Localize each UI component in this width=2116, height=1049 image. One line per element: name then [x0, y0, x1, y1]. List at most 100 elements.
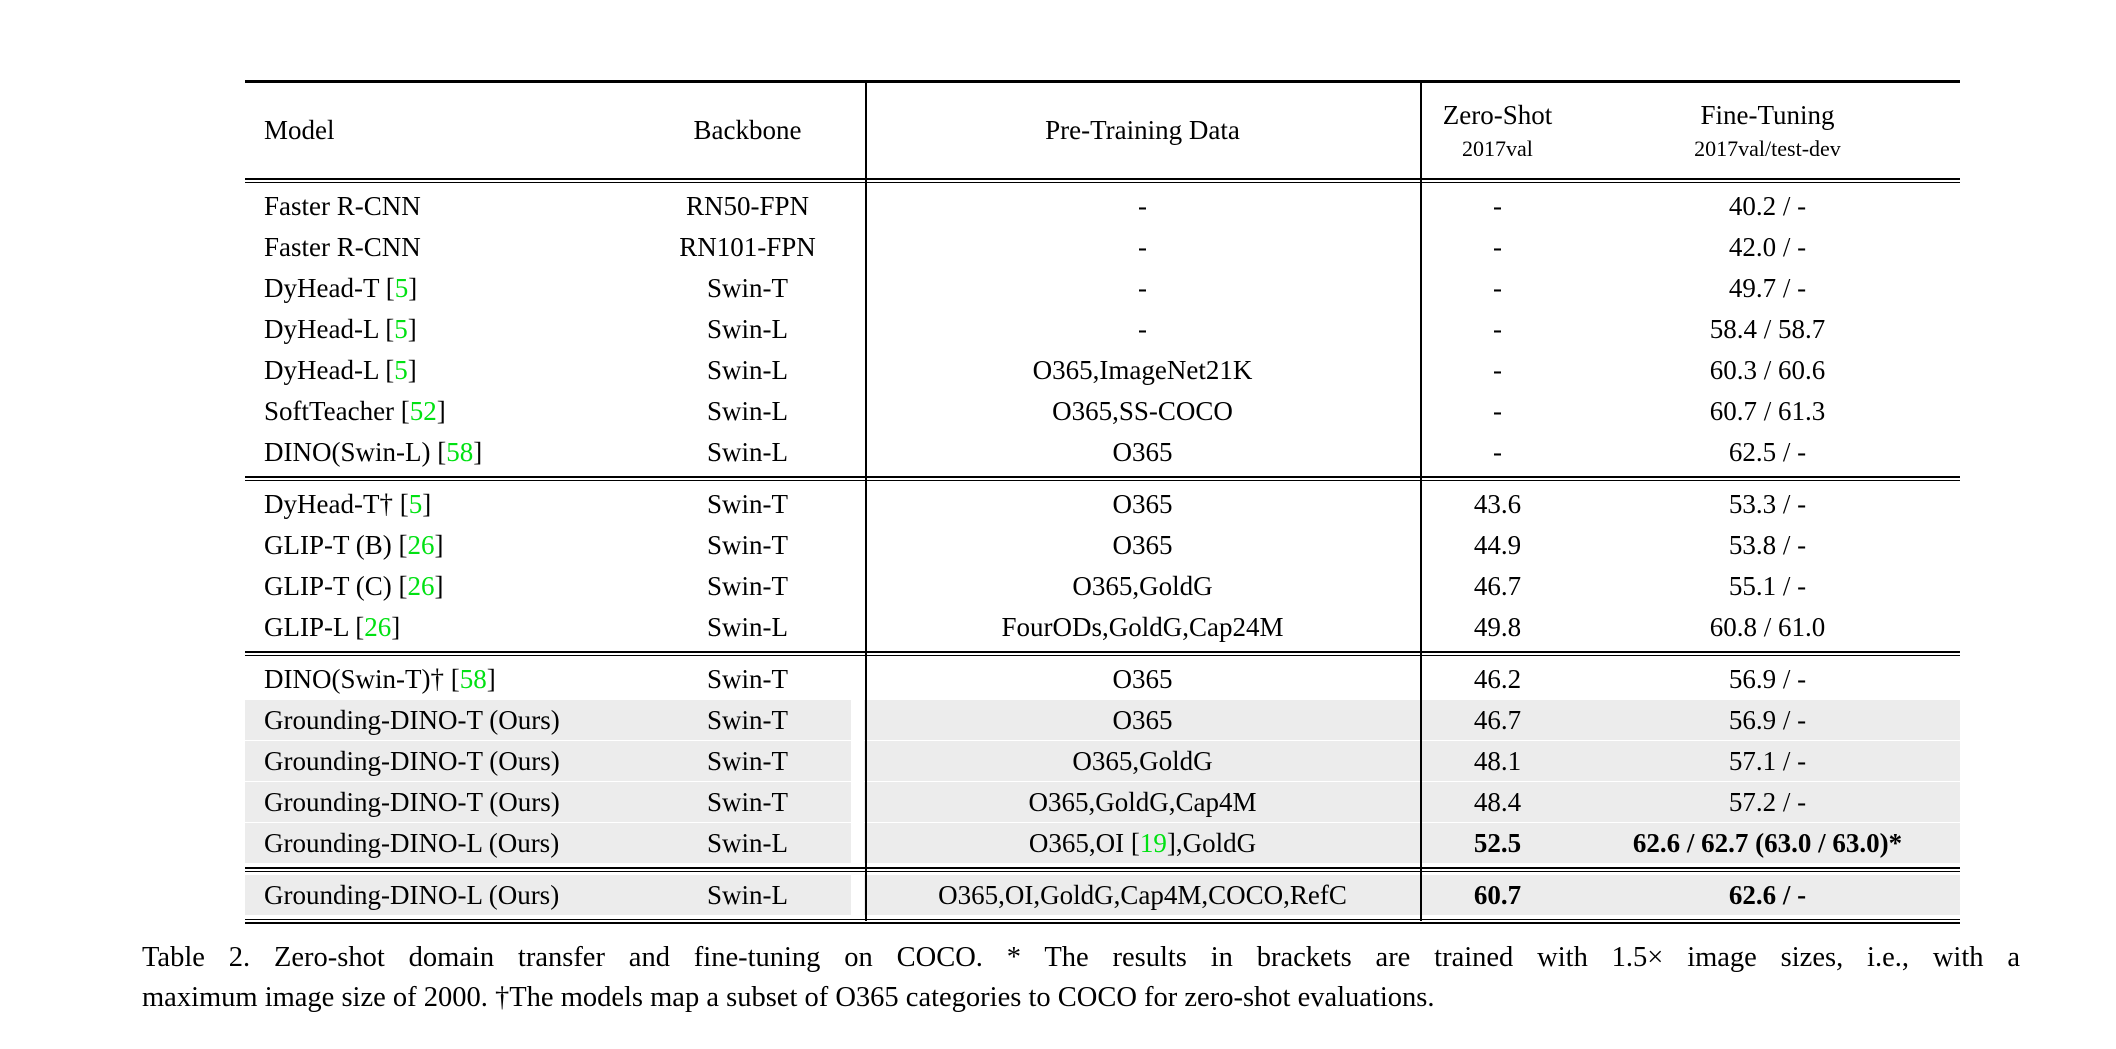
table-bottom-rule — [245, 919, 1960, 924]
pretrain-data-cell: O365,GoldG — [865, 573, 1420, 600]
table-row: GLIP-T (B) [26] Swin-T O365 44.9 53.8 / - — [245, 525, 1960, 566]
pretrain-data-cell: O365 — [865, 666, 1420, 693]
table-row: Grounding-DINO-T (Ours) Swin-T O365,GoldG,… — [245, 782, 1960, 823]
zeroshot-value-cell: 44.9 — [1473, 530, 1522, 560]
table-row: DyHead-T [5] Swin-T - - 49.7 / - — [245, 268, 1960, 309]
pretrain-data-text: O365 — [1112, 489, 1173, 519]
finetune-value-cell: 60.8 / 61.0 — [1709, 612, 1826, 642]
zeroshot-value-cell: 60.7 — [1473, 880, 1522, 910]
table-section-ours: DINO(Swin-T)† [58] Swin-T O365 46.2 56.9 / -… — [245, 656, 1960, 867]
pretrain-data-cell: O365 — [865, 439, 1420, 466]
backbone-cell: Swin-L — [707, 880, 788, 910]
backbone-cell: Swin-T — [707, 489, 788, 519]
section-separator-rule — [245, 651, 1960, 656]
pretrain-data-text: - — [1138, 232, 1147, 262]
backbone-cell: Swin-T — [707, 746, 788, 776]
pretrain-data-text: O365,GoldG,Cap4M — [1028, 787, 1257, 817]
table-row: Grounding-DINO-T (Ours) Swin-T O365,GoldG 4… — [245, 741, 1960, 782]
model-cell: Grounding-DINO-L (Ours) — [245, 830, 630, 857]
table-section-ours-full: Grounding-DINO-L (Ours) Swin-L O365,OI,Gol… — [245, 872, 1960, 919]
finetune-value-cell: 55.1 / - — [1728, 571, 1807, 601]
table-row: GLIP-L [26] Swin-L FourODs,GoldG,Cap24M 49.… — [245, 607, 1960, 648]
model-name: ] — [434, 571, 444, 601]
model-name: DyHead-T [ — [264, 273, 395, 303]
model-name: Faster R-CNN — [264, 232, 421, 262]
header-zeroshot: Zero-Shot 2017val — [1420, 101, 1575, 161]
pretrain-data-text: O365 — [1112, 664, 1173, 694]
pretrain-data-text: O365,OI,GoldG,Cap4M,COCO,RefC — [938, 880, 1347, 910]
backbone-cell: Swin-L — [707, 355, 788, 385]
backbone-cell: Swin-T — [707, 571, 788, 601]
header-model: Model — [264, 115, 335, 145]
pretrain-data-text: O365,GoldG — [1072, 746, 1213, 776]
section-separator-rule — [245, 476, 1960, 481]
finetune-value-cell: 53.8 / - — [1728, 530, 1807, 560]
pretrain-data-cell: O365,GoldG,Cap4M — [865, 789, 1420, 816]
table-row: Grounding-DINO-L (Ours) Swin-L O365,OI,Gol… — [245, 875, 1960, 916]
citation-ref[interactable]: 26 — [407, 571, 435, 601]
citation-ref[interactable]: 5 — [394, 314, 408, 344]
backbone-cell: RN101-FPN — [679, 232, 816, 262]
zeroshot-value-cell: 46.2 — [1473, 664, 1522, 694]
table-row: DyHead-L [5] Swin-L O365,ImageNet21K - 60.3 … — [245, 350, 1960, 391]
table-row: Faster R-CNN RN50-FPN - - 40.2 / - — [245, 186, 1960, 227]
finetune-value-cell: 40.2 / - — [1728, 191, 1807, 221]
header-finetune-subtitle: 2017val/test-dev — [1694, 135, 1841, 161]
pretrain-data-text: O365 — [1112, 705, 1173, 735]
section-separator-rule — [245, 867, 1960, 872]
backbone-cell: Swin-T — [707, 273, 788, 303]
model-cell: DyHead-L [5] — [245, 316, 630, 343]
header-zeroshot-subtitle: 2017val — [1462, 135, 1533, 161]
zeroshot-value-cell: - — [1493, 355, 1502, 385]
backbone-cell: Swin-L — [707, 828, 788, 858]
finetune-value-cell: 60.7 / 61.3 — [1709, 396, 1826, 426]
citation-ref[interactable]: 26 — [407, 530, 435, 560]
zeroshot-value-cell: - — [1493, 437, 1502, 467]
model-cell: DyHead-L [5] — [245, 357, 630, 384]
model-name: Grounding-DINO-L (Ours) — [264, 880, 560, 910]
pretrain-data-text: - — [1138, 273, 1147, 303]
model-name: DyHead-L [ — [264, 355, 395, 385]
pretrain-data-cell: FourODs,GoldG,Cap24M — [865, 614, 1420, 641]
zeroshot-value-cell: 49.8 — [1473, 612, 1522, 642]
header-finetune-title: Fine-Tuning — [1700, 99, 1835, 130]
pretrain-data-cell: O365,ImageNet21K — [865, 357, 1420, 384]
model-name: GLIP-T (C) [ — [264, 571, 408, 601]
citation-ref[interactable]: 19 — [1139, 828, 1167, 858]
model-name: Grounding-DINO-T (Ours) — [264, 746, 560, 776]
citation-ref[interactable]: 26 — [364, 612, 392, 642]
model-name: ] — [486, 664, 496, 694]
model-cell: GLIP-T (C) [26] — [245, 573, 630, 600]
citation-ref[interactable]: 5 — [394, 355, 408, 385]
backbone-cell: Swin-T — [707, 787, 788, 817]
citation-ref[interactable]: 5 — [394, 273, 409, 303]
zeroshot-value-cell: 48.4 — [1473, 787, 1522, 817]
finetune-value-cell: 56.9 / - — [1728, 664, 1807, 694]
pretrain-data-text: ],GoldG — [1166, 828, 1257, 858]
zeroshot-value-cell: - — [1493, 232, 1502, 262]
finetune-value-cell: 60.3 / 60.6 — [1709, 355, 1826, 385]
caption-line-2: maximum image size of 2000. †The models … — [142, 982, 1435, 1013]
pretrain-data-cell: O365 — [865, 707, 1420, 734]
pretrain-data-text: - — [1138, 314, 1147, 344]
citation-ref[interactable]: 5 — [408, 489, 423, 519]
model-name: GLIP-L [ — [264, 612, 365, 642]
table-top-rule — [245, 80, 1960, 83]
pretrain-data-cell: O365,OI [19],GoldG — [865, 830, 1420, 857]
column-divider-pretrain-zeroshot — [1420, 83, 1422, 921]
citation-ref[interactable]: 58 — [446, 437, 474, 467]
model-name: GLIP-T (B) [ — [264, 530, 408, 560]
model-cell: Grounding-DINO-T (Ours) — [245, 789, 630, 816]
pretrain-data-text: O365,OI [ — [1028, 828, 1140, 858]
pretrain-data-text: - — [1138, 191, 1147, 221]
pretrain-data-cell: - — [865, 275, 1420, 302]
table-row: DINO(Swin-L) [58] Swin-L O365 - 62.5 / - — [245, 432, 1960, 473]
model-cell: DINO(Swin-T)† [58] — [245, 666, 630, 693]
model-name: DyHead-T† [ — [264, 489, 409, 519]
citation-ref[interactable]: 58 — [459, 664, 487, 694]
table-row: DINO(Swin-T)† [58] Swin-T O365 46.2 56.9 / - — [245, 659, 1960, 700]
citation-ref[interactable]: 52 — [409, 396, 437, 426]
backbone-cell: Swin-T — [707, 530, 788, 560]
backbone-cell: Swin-L — [707, 314, 788, 344]
model-name: DINO(Swin-L) [ — [264, 437, 447, 467]
